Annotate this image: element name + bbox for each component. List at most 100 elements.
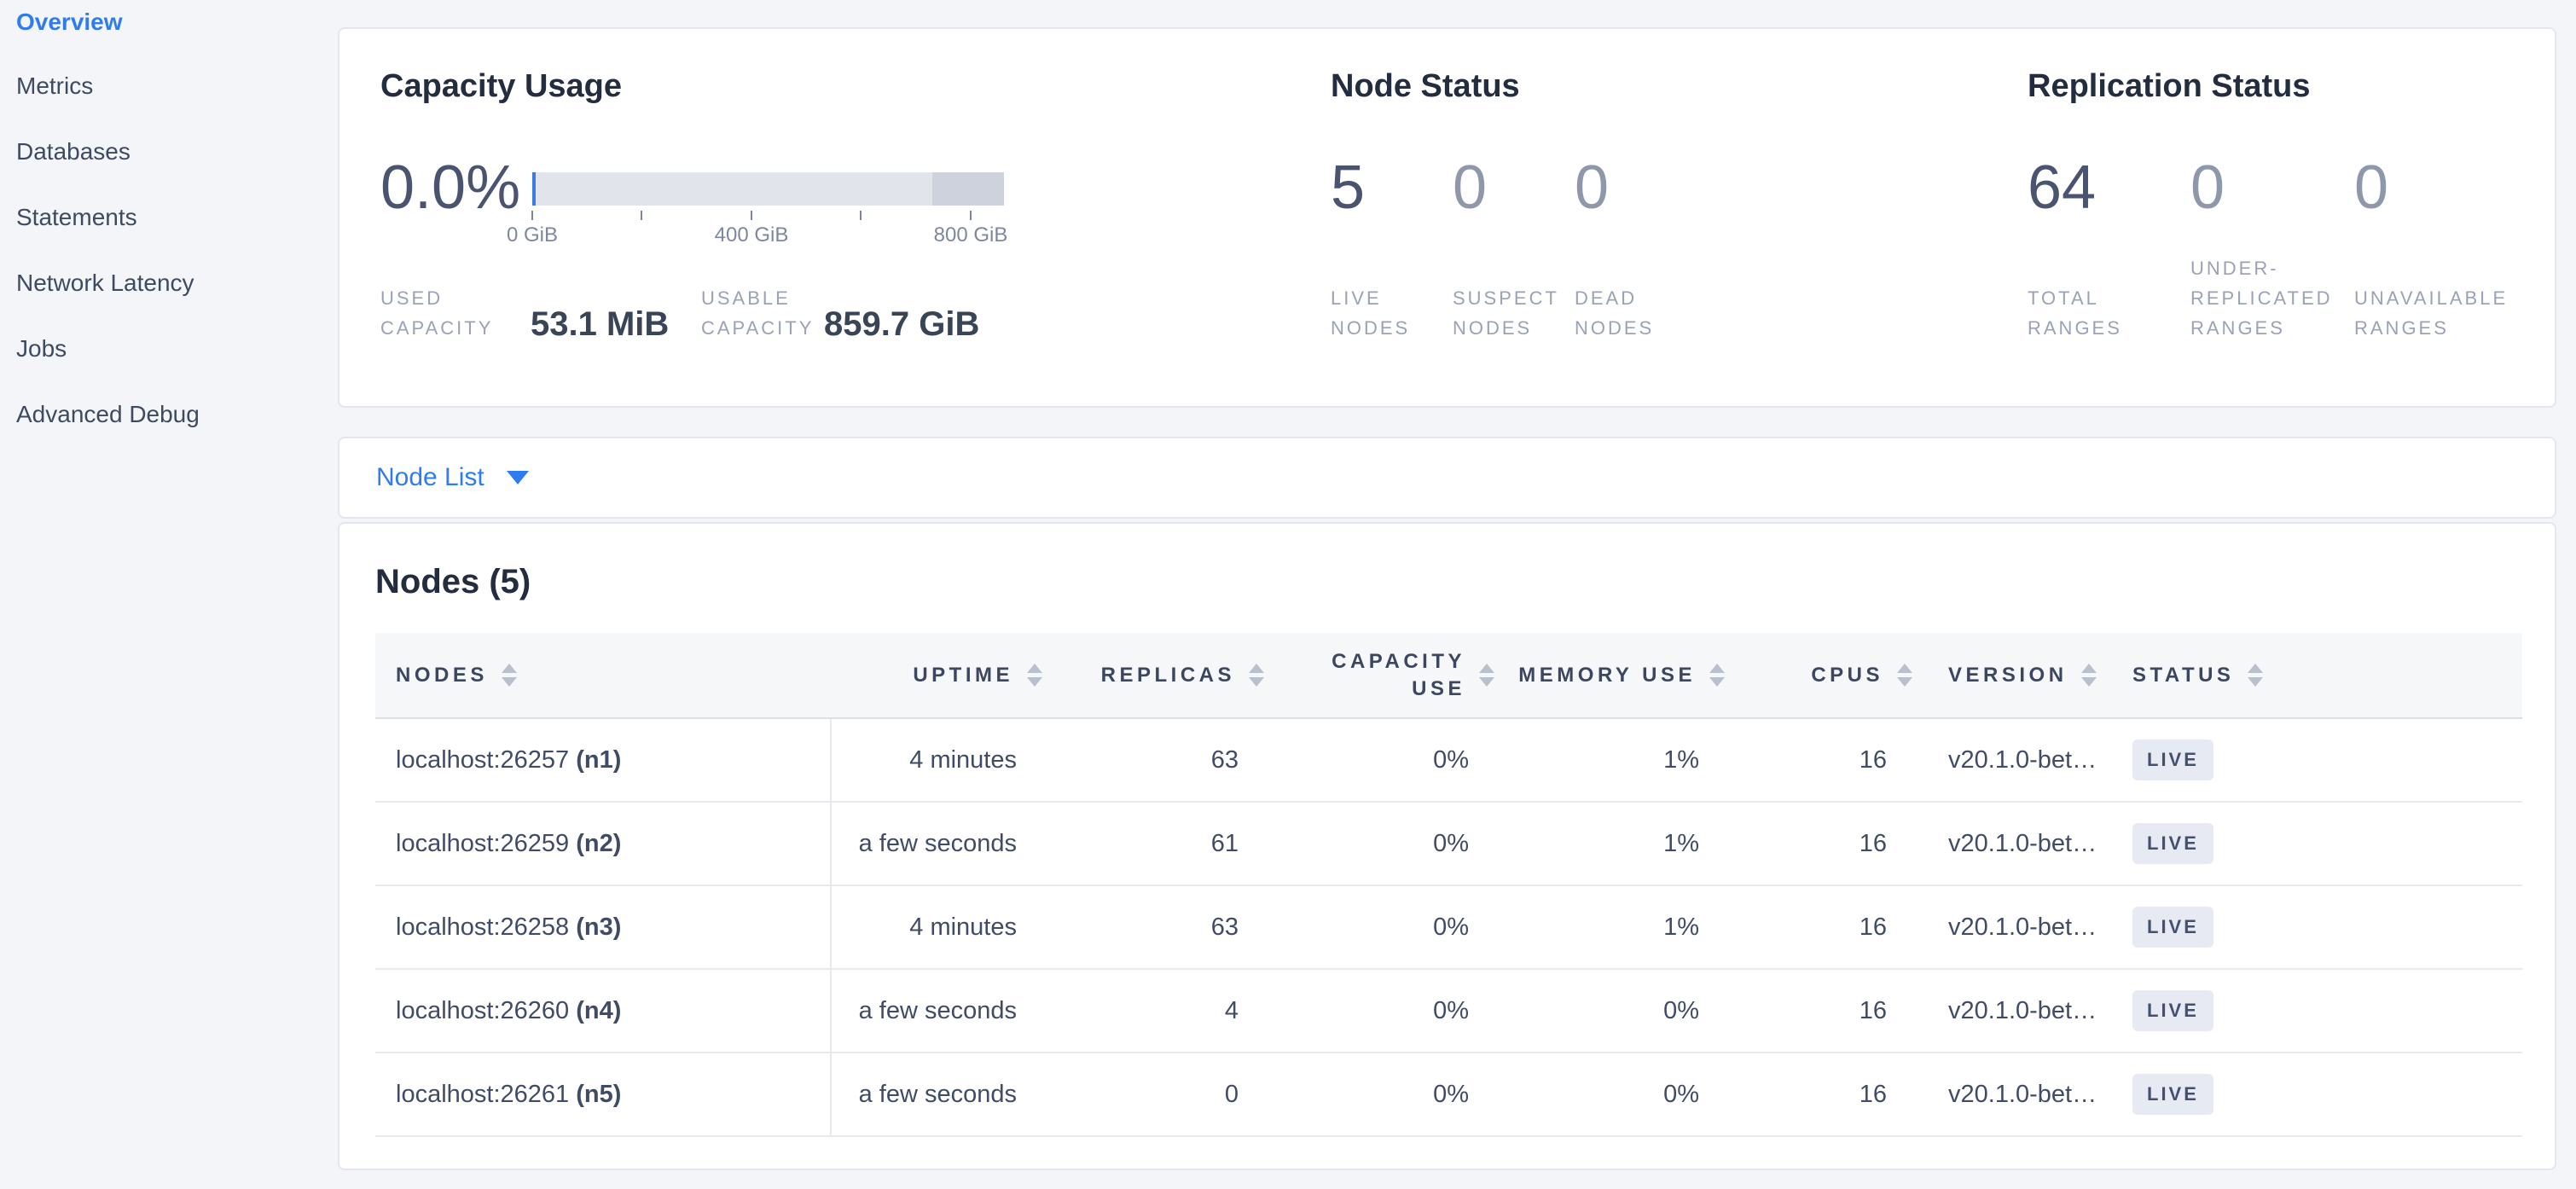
node-id: (n2) [576,829,622,857]
version-cell: v20.1.0-bet… [1912,1053,2109,1137]
node-id: (n4) [576,996,622,1024]
version-cell: v20.1.0-bet… [1912,885,2109,970]
capacity-use-cell: 0% [1264,1053,1494,1137]
capacity-use-cell: 0% [1264,718,1494,803]
column-header-memory-use[interactable]: MEMORY USE [1494,633,1725,719]
sidebar-item-jobs[interactable]: Jobs [16,334,67,362]
sort-icon[interactable] [2080,664,2097,687]
column-header-uptime[interactable]: UPTIME [831,633,1042,719]
status-badge: LIVE [2132,990,2213,1031]
column-label: VERSION [1948,663,2068,687]
cpus-cell: 16 [1725,1053,1912,1137]
usable-capacity-stat: USABLE CAPACITY 859.7 GiB [701,283,979,343]
sidebar-item-overview[interactable]: Overview [16,9,123,35]
replicas-cell: 63 [1042,885,1264,970]
axis-label-800gib: 800 GiB [933,223,1008,246]
uptime-cell: a few seconds [831,969,1042,1053]
sort-icon[interactable] [1897,664,1912,687]
cpus-cell: 16 [1725,802,1912,886]
dead-nodes-count: 0 [1575,154,1610,222]
sidebar: Overview Metrics Databases Statements Ne… [0,0,338,1189]
table-row: localhost:26259 (n2) a few seconds 61 0%… [375,802,2522,886]
capacity-percent: 0.0% [380,154,521,222]
column-label: REPLICAS [1100,663,1235,687]
node-list-dropdown-label[interactable]: Node List [376,463,484,491]
node-host-link[interactable]: localhost:26259 (n2) [396,830,621,857]
suspect-nodes-count: 0 [1453,154,1488,222]
node-host-link[interactable]: localhost:26261 (n5) [396,1081,621,1108]
node-host-link[interactable]: localhost:26260 (n4) [396,997,621,1024]
sidebar-item-network-latency[interactable]: Network Latency [16,269,194,296]
sort-icon[interactable] [2248,664,2264,687]
unavailable-ranges-count: 0 [2354,154,2389,222]
sidebar-item-databases[interactable]: Databases [16,137,131,165]
cpus-cell: 16 [1725,969,1912,1053]
version-cell: v20.1.0-bet… [1912,718,2109,803]
column-header-version[interactable]: VERSION [1912,633,2109,719]
column-label: STATUS [2132,663,2235,687]
node-host-link[interactable]: localhost:26257 (n1) [396,746,621,774]
node-host: localhost:26258 [396,913,570,941]
sort-icon[interactable] [1709,664,1725,687]
capacity-bar-used-segment [532,172,536,206]
column-header-nodes[interactable]: NODES [375,633,831,719]
replicas-cell: 63 [1042,718,1264,803]
replicas-cell: 4 [1042,969,1264,1053]
column-header-status[interactable]: STATUS [2109,633,2522,719]
capacity-usage-title: Capacity Usage [380,68,623,104]
axis-tick [970,211,972,220]
column-label: UPTIME [913,663,1013,687]
live-nodes-count: 5 [1331,154,1366,222]
node-status-title: Node Status [1331,68,1520,104]
total-ranges-count: 64 [2028,154,2097,222]
table-header-row: NODES UPTIME REPLICAS CAPACITY USE [375,633,2522,719]
table-row: localhost:26261 (n5) a few seconds 0 0% … [375,1053,2522,1137]
column-header-replicas[interactable]: REPLICAS [1042,633,1264,719]
sidebar-item-advanced-debug[interactable]: Advanced Debug [16,400,200,427]
node-host: localhost:26259 [396,829,570,857]
node-host: localhost:26261 [396,1080,570,1108]
usable-capacity-value: 859.7 GiB [824,305,980,343]
axis-tick [751,211,752,220]
column-header-capacity-use[interactable]: CAPACITY USE [1264,633,1494,719]
table-row: localhost:26260 (n4) a few seconds 4 0% … [375,969,2522,1053]
axis-tick [860,211,862,220]
column-header-cpus[interactable]: CPUS [1725,633,1912,719]
node-list-dropdown[interactable]: Node List [338,437,2556,519]
nodes-table: NODES UPTIME REPLICAS CAPACITY USE [375,633,2522,1137]
version-cell: v20.1.0-bet… [1912,802,2109,886]
used-capacity-value: 53.1 MiB [531,305,670,343]
table-row: localhost:26258 (n3) 4 minutes 63 0% 1% … [375,885,2522,970]
capacity-use-cell: 0% [1264,969,1494,1053]
version-cell: v20.1.0-bet… [1912,969,2109,1053]
live-nodes-label: LIVE NODES [1331,287,1411,339]
cluster-summary-card: Capacity Usage 0.0% 0 GiB 400 GiB 800 Gi… [338,27,2556,408]
capacity-use-cell: 0% [1264,802,1494,886]
nodes-card: Nodes (5) NODES UPTIME REPLIC [338,522,2556,1170]
memory-use-cell: 0% [1494,1053,1725,1137]
uptime-cell: 4 minutes [831,885,1042,970]
status-badge: LIVE [2132,907,2213,948]
node-id: (n5) [576,1080,622,1108]
unavailable-ranges-label: UNAVAILABLE RANGES [2354,287,2509,339]
sort-icon[interactable] [501,664,517,687]
node-host-link[interactable]: localhost:26258 (n3) [396,914,621,941]
dead-nodes-label: DEAD NODES [1575,287,1655,339]
used-capacity-stat: USED CAPACITY 53.1 MiB [380,283,669,343]
capacity-bar-chart [532,172,1004,206]
sort-icon[interactable] [1249,664,1264,687]
sidebar-item-statements[interactable]: Statements [16,203,137,230]
suspect-nodes-label: SUSPECT NODES [1453,287,1559,339]
node-host: localhost:26260 [396,996,570,1024]
used-capacity-label: USED CAPACITY [380,287,494,339]
under-replicated-label: UNDER-REPLICATED RANGES [2190,258,2333,339]
sort-icon[interactable] [1479,664,1494,687]
sort-icon[interactable] [1027,664,1042,687]
sidebar-item-metrics[interactable]: Metrics [16,72,94,99]
uptime-cell: a few seconds [831,1053,1042,1137]
uptime-cell: a few seconds [831,802,1042,886]
chevron-down-icon[interactable] [506,471,529,484]
node-id: (n1) [576,745,622,774]
node-id: (n3) [576,913,622,941]
cpus-cell: 16 [1725,885,1912,970]
